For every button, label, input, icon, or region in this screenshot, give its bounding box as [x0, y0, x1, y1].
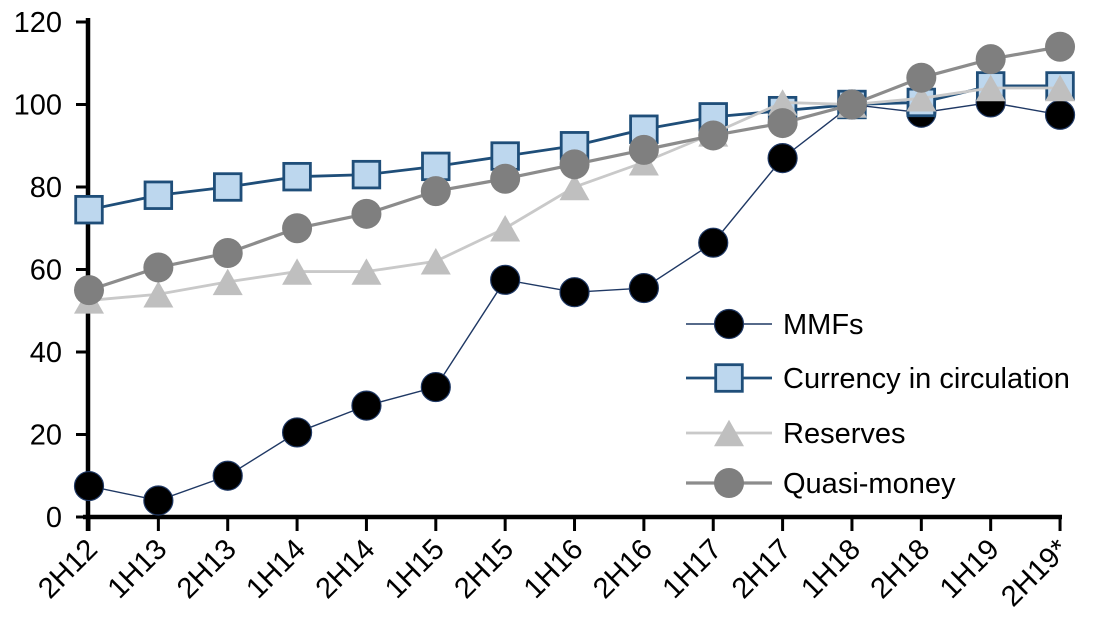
data-point-marker	[73, 470, 105, 502]
legend-label: Reserves	[783, 418, 906, 450]
data-point-marker	[1044, 99, 1076, 130]
data-point-marker	[975, 44, 1006, 75]
data-point-marker	[74, 194, 104, 225]
legend-label: Quasi-money	[783, 468, 956, 500]
data-point-marker	[351, 159, 382, 190]
legend-item-currency-in-circulation: Currency in circulation	[686, 363, 1070, 395]
data-point-marker	[281, 417, 313, 448]
data-point-marker	[143, 281, 174, 308]
data-point-marker	[906, 85, 937, 112]
legend-marker	[713, 308, 745, 340]
y-tick-label: 120	[14, 7, 62, 39]
legend-marker	[714, 468, 744, 498]
legend-label: Currency in circulation	[783, 363, 1070, 395]
data-point-marker	[906, 62, 937, 93]
data-point-marker	[420, 248, 451, 275]
legend-marker	[714, 419, 744, 447]
data-point-marker	[628, 134, 659, 165]
data-point-marker	[490, 215, 521, 242]
y-tick-label: 0	[46, 502, 62, 534]
y-tick-label: 100	[14, 90, 62, 122]
legend-label: MMFs	[783, 309, 864, 341]
data-point-marker	[767, 143, 798, 174]
legend: MMFs Currency in circulation Reserves Quasi…	[686, 308, 1070, 500]
data-point-marker	[559, 149, 590, 180]
legend-item-quasi-money: Quasi-money	[686, 468, 956, 500]
data-point-marker	[420, 176, 451, 207]
data-point-marker	[351, 258, 382, 285]
data-point-marker	[282, 258, 313, 285]
legend-item-mmfs: MMFs	[686, 308, 864, 341]
data-point-marker	[975, 74, 1006, 102]
data-point-marker	[143, 180, 174, 210]
data-point-marker	[1045, 74, 1076, 102]
data-point-marker	[282, 161, 312, 192]
y-tick-label: 60	[30, 255, 62, 287]
data-point-marker	[282, 213, 313, 244]
data-point-marker	[421, 151, 451, 182]
data-point-marker	[143, 252, 174, 283]
data-point-marker	[559, 277, 590, 308]
data-point-marker	[212, 238, 243, 268]
data-point-marker	[698, 227, 729, 258]
data-point-marker	[351, 198, 382, 229]
data-point-marker	[420, 371, 451, 403]
data-point-marker	[490, 264, 521, 295]
data-point-marker	[490, 163, 521, 194]
data-point-marker	[559, 173, 590, 201]
series-quasi-money	[74, 31, 1076, 306]
data-point-marker	[213, 172, 243, 202]
data-point-marker	[836, 89, 867, 120]
data-point-marker	[351, 390, 382, 421]
data-point-marker	[767, 108, 798, 139]
data-point-marker	[628, 272, 659, 304]
data-point-marker	[767, 89, 798, 116]
y-tick-label: 40	[30, 337, 62, 369]
legend-marker	[714, 363, 744, 393]
data-point-marker	[698, 120, 729, 151]
data-point-marker	[143, 485, 174, 516]
y-tick-label: 80	[30, 172, 62, 204]
legend-item-reserves: Reserves	[686, 418, 906, 450]
data-point-marker	[74, 275, 104, 306]
data-point-marker	[1045, 31, 1076, 62]
data-point-marker	[212, 268, 243, 296]
data-point-marker	[212, 460, 243, 491]
y-tick-label: 20	[30, 420, 62, 452]
